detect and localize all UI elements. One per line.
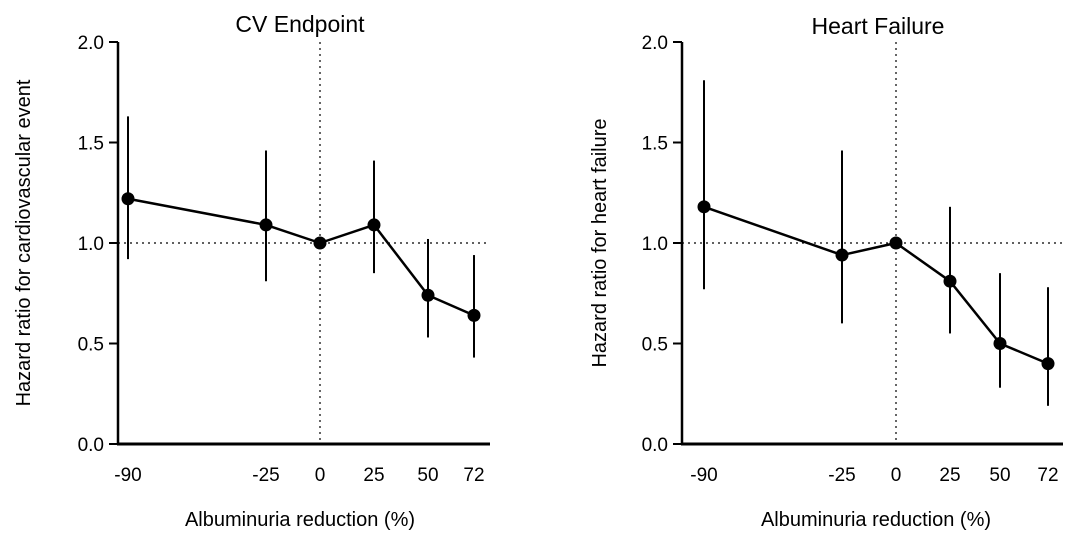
data-point bbox=[697, 200, 711, 214]
x-tick-label: 0 bbox=[891, 465, 902, 486]
x-tick-label: -90 bbox=[690, 465, 717, 486]
x-tick-label: 50 bbox=[417, 465, 438, 486]
data-point bbox=[367, 218, 381, 232]
data-point bbox=[835, 248, 849, 262]
x-tick-label: 72 bbox=[463, 465, 484, 486]
x-axis-label: Albuminuria reduction (%) bbox=[761, 509, 991, 531]
x-tick-label: -25 bbox=[828, 465, 855, 486]
x-tick-label: 72 bbox=[1037, 465, 1058, 486]
y-tick-label: 1.0 bbox=[642, 234, 668, 255]
x-tick-label: -25 bbox=[252, 465, 279, 486]
data-point bbox=[889, 236, 903, 250]
data-point bbox=[943, 274, 957, 288]
data-point bbox=[313, 236, 327, 250]
x-axis-label: Albuminuria reduction (%) bbox=[185, 509, 415, 531]
x-tick-label: 25 bbox=[363, 465, 384, 486]
data-point bbox=[467, 308, 481, 322]
chart-panel-2: Heart Failure 0.0 0.5 1.0 1.5 2.0 -90 -25 0 25 50 7… bbox=[589, 13, 1063, 531]
chart-title: Heart Failure bbox=[812, 13, 945, 39]
data-point bbox=[259, 218, 273, 232]
y-tick-label: 2.0 bbox=[78, 33, 104, 54]
chart-title: CV Endpoint bbox=[235, 11, 365, 37]
data-point bbox=[121, 192, 135, 206]
y-axis-label: Hazard ratio for heart failure bbox=[589, 118, 611, 367]
series-line bbox=[703, 205, 1049, 365]
x-tick-label: 50 bbox=[989, 465, 1010, 486]
chart-panel-1: CV Endpoint 0.0 0.5 1.0 1.5 2.0 -90 -25 0 25 50 72 A… bbox=[13, 11, 490, 531]
y-tick-label: 0.5 bbox=[642, 335, 668, 356]
y-axis-label: Hazard ratio for cardiovascular event bbox=[13, 79, 35, 406]
x-tick-label: -90 bbox=[114, 465, 141, 486]
data-point bbox=[1041, 357, 1055, 371]
y-tick-label: 1.5 bbox=[78, 134, 104, 155]
series-line bbox=[127, 197, 475, 317]
y-tick-label: 0.0 bbox=[642, 435, 668, 456]
y-tick-label: 1.5 bbox=[642, 134, 668, 155]
x-tick-label: 0 bbox=[315, 465, 326, 486]
x-tick-label: 25 bbox=[939, 465, 960, 486]
data-point bbox=[993, 337, 1007, 350]
data-point bbox=[421, 288, 435, 302]
y-tick-label: 2.0 bbox=[642, 33, 668, 54]
y-tick-label: 0.5 bbox=[78, 335, 104, 356]
y-tick-label: 0.0 bbox=[78, 435, 104, 456]
y-tick-label: 1.0 bbox=[78, 234, 104, 255]
